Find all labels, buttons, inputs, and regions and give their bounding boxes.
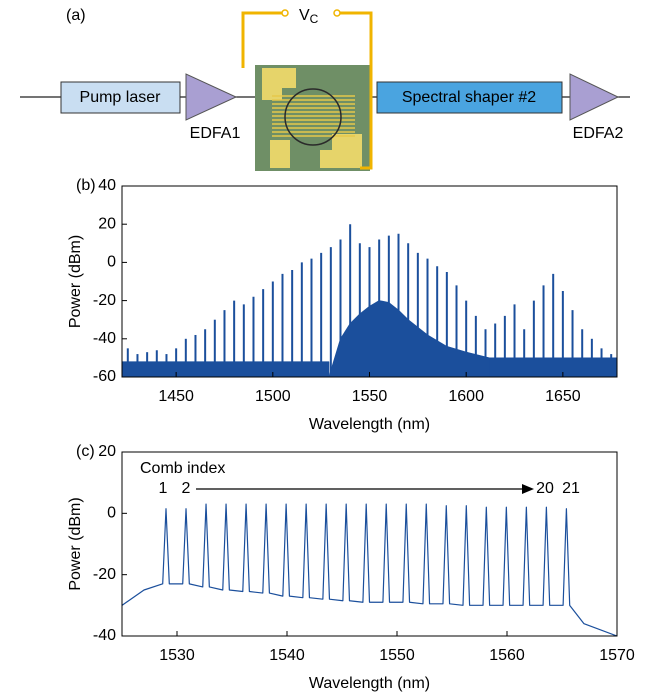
x-tick-label: 1650 xyxy=(545,388,581,405)
chip-pad xyxy=(270,140,290,168)
comb-index: 21 xyxy=(562,480,580,497)
plot-frame xyxy=(121,451,618,637)
x-tick-label: 1540 xyxy=(269,647,305,664)
annotation: Comb index xyxy=(140,460,225,477)
micro-ring xyxy=(284,88,342,146)
pump-label: Pump laser xyxy=(80,89,162,106)
wire xyxy=(340,11,373,170)
shaper-box xyxy=(376,81,563,114)
y-tick-label: -20 xyxy=(93,292,116,309)
panel-label: (b) xyxy=(76,177,96,194)
voltage-label: VC xyxy=(299,7,319,26)
voltage-symbol: V xyxy=(299,7,310,24)
x-tick-label: 1500 xyxy=(255,388,291,405)
y-tick-label: 0 xyxy=(107,505,116,522)
edfa2-icon xyxy=(569,73,620,121)
y-axis-label: Power (dBm) xyxy=(67,235,84,328)
y-tick-label: 40 xyxy=(98,177,116,194)
wire xyxy=(241,11,282,68)
x-tick-label: 1530 xyxy=(159,647,195,664)
comb-index: 2 xyxy=(182,480,191,497)
chip-pad xyxy=(320,134,362,168)
x-axis-label: Wavelength (nm) xyxy=(309,675,430,692)
y-tick-label: 20 xyxy=(98,215,116,232)
spectrum-area xyxy=(328,300,490,378)
x-tick-label: 1600 xyxy=(448,388,484,405)
x-tick-label: 1570 xyxy=(599,647,635,664)
x-tick-label: 1450 xyxy=(158,388,194,405)
spectrum-line xyxy=(121,503,618,637)
chip-pad xyxy=(262,68,296,100)
voltage-subscript: C xyxy=(310,12,319,26)
panel-label: (a) xyxy=(66,7,86,24)
x-tick-label: 1550 xyxy=(352,388,388,405)
panel-label: (c) xyxy=(76,443,95,460)
shaper-label: Spectral shaper #2 xyxy=(402,89,536,106)
x-tick-label: 1560 xyxy=(489,647,525,664)
y-tick-label: 0 xyxy=(107,254,116,271)
edfa2-label: EDFA2 xyxy=(573,125,624,142)
edfa1-icon xyxy=(185,73,238,121)
comb-index: 1 xyxy=(159,480,168,497)
edfa1-label: EDFA1 xyxy=(190,125,241,142)
y-tick-label: 20 xyxy=(98,443,116,460)
y-tick-label: -40 xyxy=(93,627,116,644)
comb-index: 20 xyxy=(536,480,554,497)
x-tick-label: 1550 xyxy=(379,647,415,664)
y-axis-label: Power (dBm) xyxy=(67,497,84,590)
arrow-head xyxy=(522,484,534,494)
y-tick-label: -60 xyxy=(93,368,116,385)
terminal xyxy=(333,9,341,17)
terminal xyxy=(281,9,289,17)
y-tick-label: -40 xyxy=(93,330,116,347)
x-axis-label: Wavelength (nm) xyxy=(309,416,430,433)
pump-box xyxy=(60,81,181,114)
y-tick-label: -20 xyxy=(93,566,116,583)
